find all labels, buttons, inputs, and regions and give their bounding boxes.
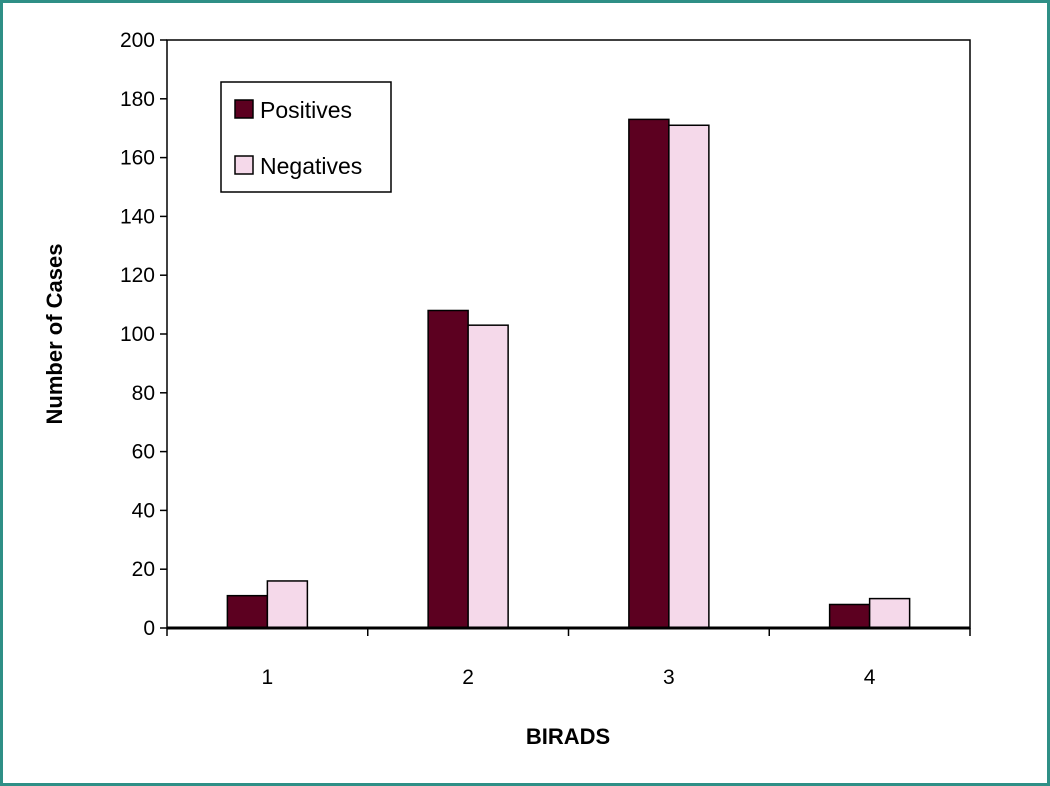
legend-swatch-negatives	[234, 155, 254, 175]
bar-negatives-3	[668, 124, 710, 629]
x-tick-label: 4	[864, 666, 876, 689]
y-tick-label: 60	[132, 441, 155, 464]
x-tick-label: 2	[462, 666, 474, 689]
bar-negatives-2	[467, 324, 509, 629]
y-tick-label: 180	[120, 88, 155, 111]
legend-label-negatives: Negatives	[260, 153, 362, 179]
legend-label-positives: Positives	[260, 97, 352, 123]
y-tick-label: 20	[132, 558, 155, 581]
bars-group	[226, 118, 911, 629]
y-tick-label: 120	[120, 264, 155, 287]
bar-positives-4	[828, 603, 871, 629]
x-tick-label: 1	[262, 666, 274, 689]
legend-swatch-positives	[234, 99, 254, 119]
y-tick-label: 80	[132, 382, 155, 405]
y-tick-label: 140	[120, 205, 155, 228]
bar-negatives-1	[266, 580, 309, 629]
x-axis-title: BIRADS	[526, 724, 610, 749]
y-tick-label: 40	[132, 499, 155, 522]
y-tick-label: 200	[120, 29, 155, 52]
bar-negatives-4	[868, 597, 911, 629]
bar-positives-1	[226, 594, 269, 629]
y-axis: 0 20 40 60 80 100 120 140 160 180 200	[120, 29, 167, 640]
y-tick-label: 0	[143, 617, 155, 640]
y-tick-label: 100	[120, 323, 155, 346]
legend: Positives Negatives	[220, 81, 392, 193]
x-tick-label: 3	[663, 666, 675, 689]
y-tick-label: 160	[120, 147, 155, 170]
bar-positives-3	[628, 118, 670, 629]
x-axis: 1 2 3 4	[166, 626, 971, 689]
y-axis-title: Number of Cases	[42, 244, 67, 425]
bar-positives-2	[427, 309, 469, 629]
